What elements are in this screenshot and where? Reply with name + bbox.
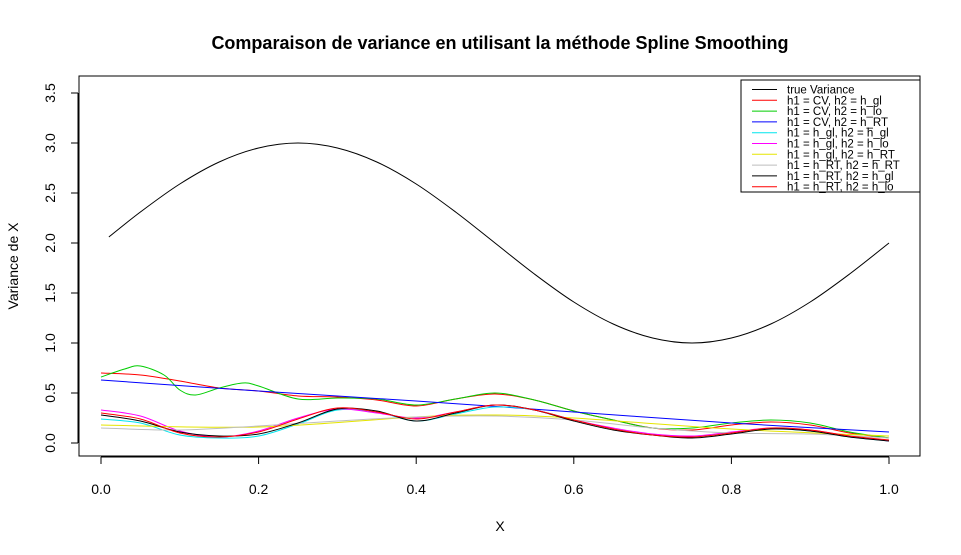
x-tick-label: 1.0 [879,481,899,497]
legend-box [740,79,921,193]
y-axis-label: Variance de X [5,222,21,310]
series-line-4 [100,379,890,433]
x-axis: 0.0 0.2 0.4 0.6 0.8 1.0 [91,456,899,497]
series-line-9 [100,404,890,442]
x-tick-label: 0.4 [406,481,426,497]
y-tick-label: 2.5 [42,183,58,203]
legend-entry-label: h1 = CV, h2 = h_gl [787,95,882,107]
legend-entry-label: h1 = h_gl, h2 = h_RT [787,149,895,161]
y-tick-label: 0.5 [42,383,58,403]
x-axis-label: X [495,518,505,534]
series-line-10 [100,404,890,441]
y-tick-label: 2.0 [42,233,58,253]
series-group [100,142,890,442]
y-axis: 0.0 0.5 1.0 1.5 2.0 2.5 3.0 3.5 [42,83,79,453]
y-tick-label: 3.5 [42,83,58,103]
y-tick-label: 3.0 [42,133,58,153]
y-tick-label: 0.0 [42,433,58,453]
x-tick-label: 0.8 [722,481,742,497]
x-tick-label: 0.2 [249,481,269,497]
x-tick-label: 0.6 [564,481,584,497]
legend-entry-label: h1 = h_gl, h2 = h_gl [787,128,889,140]
x-tick-label: 0.0 [91,481,111,497]
series-line-7 [100,414,890,437]
plot-frame [78,75,921,457]
series-line-8 [100,415,890,439]
series-line-1 [108,142,890,344]
legend-entry-label: h1 = h_RT, h2 = h_gl [787,171,894,183]
legend-entry-label: h1 = h_gl, h2 = h_lo [787,139,889,151]
y-tick-label: 1.5 [42,283,58,303]
chart-title: Comparaison de variance en utilisant la … [211,33,788,53]
legend-entry-label: h1 = CV, h2 = h_lo [787,106,882,118]
legend-entry-label: h1 = CV, h2 = h_RT [787,117,888,129]
legend-entry-label: true Variance [787,85,855,97]
y-tick-label: 1.0 [42,333,58,353]
legend-entry-label: h1 = h_RT, h2 = h_lo [787,182,894,194]
legend-entry-label: h1 = h_RT, h2 = h_RT [787,160,900,172]
